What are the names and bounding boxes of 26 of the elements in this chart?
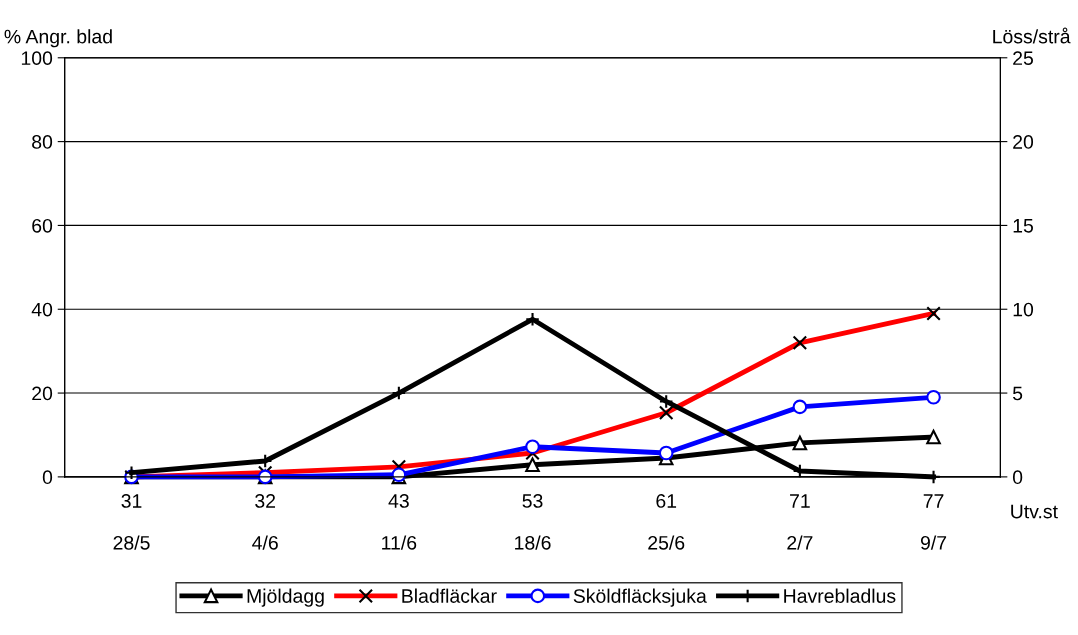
y-tick-label: 100	[21, 51, 53, 66]
y2-tick-label: 25	[1013, 51, 1033, 66]
y-tick-label: 0	[42, 470, 53, 485]
category-label: 43 11/6	[382, 494, 417, 550]
legend-label: Bladfläckar	[402, 588, 497, 603]
category-label: 31 28/5	[113, 494, 150, 550]
legend-label: Havrebladlus	[784, 588, 896, 603]
legend-label: Mjöldagg	[247, 588, 324, 607]
y-tick-label: 80	[32, 135, 53, 149]
category-label: 71 2/7	[787, 494, 813, 550]
legend-label: Sköldfläcksjuka	[573, 588, 707, 607]
y2-tick-label: 15	[1013, 219, 1033, 233]
y2-tick-label: 10	[1013, 302, 1034, 317]
y2-axis-title: Löss/strå	[993, 27, 1071, 44]
category-label: 53 18/6	[515, 494, 551, 550]
y-axis-title: % Angr. blad	[4, 29, 112, 48]
category-label: 77 9/7	[920, 494, 947, 550]
x-axis-title: Utv.st	[1011, 504, 1058, 519]
y-tick-label: 40	[31, 302, 53, 317]
y2-tick-label: 5	[1012, 386, 1023, 401]
category-label: 32 4/6	[252, 494, 278, 550]
y2-tick-label: 0	[1012, 470, 1023, 485]
y-tick-label: 20	[32, 386, 53, 401]
y2-tick-label: 20	[1013, 135, 1034, 149]
category-label: 61 25/6	[648, 494, 685, 550]
y-tick-label: 60	[32, 218, 53, 233]
